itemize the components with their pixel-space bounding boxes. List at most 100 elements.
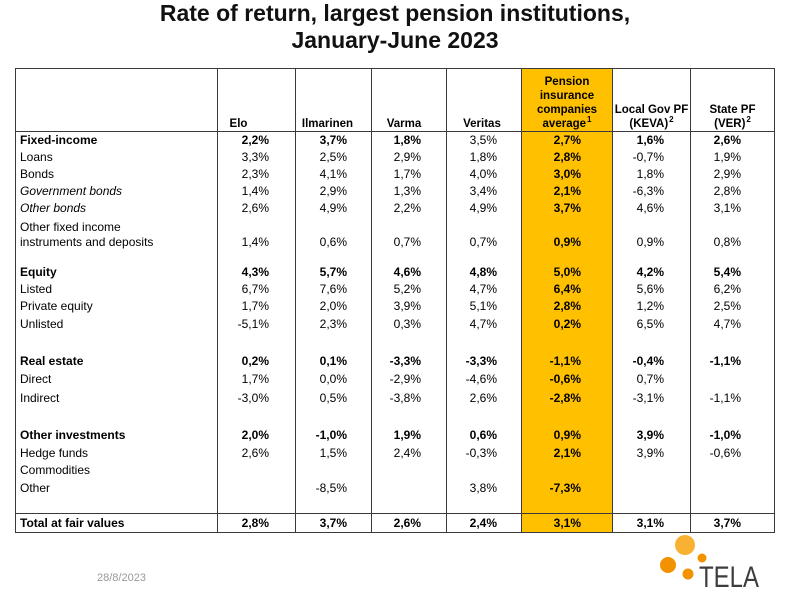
value-elo: 0,2% (217, 351, 296, 371)
footnote-marker: 2 (746, 115, 751, 124)
value-ilmarinen: 0,0% (295, 370, 372, 389)
value-local-gov-pf-keva (612, 408, 691, 427)
table-row-direct: Direct 1,7% 0,0% -2,9% -4,6% -0,6% 0,7% (15, 370, 775, 389)
value-varma (371, 479, 447, 498)
value-veritas (446, 497, 522, 514)
returns-table: Elo Ilmarinen Varma Veritas Pension insuranc… (15, 68, 775, 533)
column-header-ilmarinen: Ilmarinen (295, 68, 372, 132)
value-varma: -3,8% (371, 388, 447, 409)
value-ilmarinen: -1,0% (295, 426, 372, 445)
row-label: Government bonds (15, 182, 218, 200)
value-local-gov-pf-keva: 5,6% (612, 280, 691, 298)
value-state-pf-ver (690, 333, 775, 352)
value-elo (217, 408, 296, 427)
table-row-unlisted: Unlisted -5,1% 2,3% 0,3% 4,7% 0,2% 6,5% 4,7% (15, 315, 775, 334)
spacer-row (15, 250, 775, 264)
column-header-varma: Varma (371, 68, 447, 132)
value-pension-insurance-companies-average: 0,9% (521, 426, 613, 445)
column-header-local-gov-pf-keva: Local Gov PF (KEVA)2 (612, 68, 691, 132)
value-local-gov-pf-keva: -3,1% (612, 388, 691, 409)
value-pension-insurance-companies-average: 2,1% (521, 182, 613, 200)
row-label: Real estate (15, 351, 218, 371)
value-veritas: 4,7% (446, 280, 522, 298)
value-pension-insurance-companies-average (521, 250, 613, 264)
value-veritas: -4,6% (446, 370, 522, 389)
value-state-pf-ver: 2,6% (690, 131, 775, 149)
value-ilmarinen: -8,5% (295, 479, 372, 498)
value-elo: 2,6% (217, 444, 296, 462)
value-pension-insurance-companies-average: -1,1% (521, 351, 613, 371)
value-pension-insurance-companies-average: 2,8% (521, 148, 613, 166)
table-row-loans: Loans 3,3% 2,5% 2,9% 1,8% 2,8% -0,7% 1,9% (15, 148, 775, 166)
value-local-gov-pf-keva: 0,7% (612, 370, 691, 389)
value-ilmarinen: 2,5% (295, 148, 372, 166)
row-label: Other (15, 479, 218, 498)
value-veritas: 3,4% (446, 182, 522, 200)
value-veritas: 2,6% (446, 388, 522, 409)
table-row-equity: Equity 4,3% 5,7% 4,6% 4,8% 5,0% 4,2% 5,4% (15, 263, 775, 281)
value-elo: 2,8% (217, 513, 296, 533)
value-varma: 1,3% (371, 182, 447, 200)
value-pension-insurance-companies-average: -0,6% (521, 370, 613, 389)
spacer-row (15, 408, 775, 427)
spacer-row (15, 333, 775, 352)
footnote-marker: 2 (669, 115, 674, 124)
value-elo (217, 497, 296, 514)
row-label: Indirect (15, 388, 218, 409)
row-label: Private equity (15, 297, 218, 316)
column-header-veritas: Veritas (446, 68, 522, 132)
value-varma: -3,3% (371, 351, 447, 371)
row-label: Total at fair values (15, 513, 218, 533)
table-row-real-estate: Real estate 0,2% 0,1% -3,3% -3,3% -1,1% -0,4% -… (15, 351, 775, 371)
value-state-pf-ver (690, 250, 775, 264)
value-veritas: 1,8% (446, 148, 522, 166)
value-local-gov-pf-keva: 3,9% (612, 426, 691, 445)
logo-dot-bottom (682, 568, 694, 580)
value-ilmarinen: 0,1% (295, 351, 372, 371)
value-varma: 2,6% (371, 513, 447, 533)
value-elo: 1,4% (217, 182, 296, 200)
value-local-gov-pf-keva (612, 333, 691, 352)
value-ilmarinen (295, 497, 372, 514)
value-varma: 0,7% (371, 216, 447, 251)
value-elo: 1,7% (217, 297, 296, 316)
column-header-label: Varma (386, 118, 422, 130)
value-veritas: 0,6% (446, 426, 522, 445)
value-varma (371, 497, 447, 514)
value-ilmarinen (295, 250, 372, 264)
value-state-pf-ver: 2,5% (690, 297, 775, 316)
value-local-gov-pf-keva: 4,6% (612, 199, 691, 217)
value-varma: 2,9% (371, 148, 447, 166)
value-elo (217, 250, 296, 264)
footnote-marker: 1 (587, 115, 592, 124)
value-elo: 1,4% (217, 216, 296, 251)
value-varma: 2,4% (371, 444, 447, 462)
value-pension-insurance-companies-average (521, 497, 613, 514)
row-label: Hedge funds (15, 444, 218, 462)
value-ilmarinen (295, 461, 372, 480)
value-ilmarinen: 0,5% (295, 388, 372, 409)
row-label (15, 333, 218, 352)
header-row: Elo Ilmarinen Varma Veritas Pension insuranc… (15, 68, 775, 132)
value-elo: 4,3% (217, 263, 296, 281)
value-pension-insurance-companies-average: 6,4% (521, 280, 613, 298)
column-header-label: Local Gov PF (KEVA) (614, 104, 689, 130)
table-row-commodities: Commodities (15, 461, 775, 480)
value-veritas: 4,7% (446, 315, 522, 334)
value-ilmarinen: 2,0% (295, 297, 372, 316)
value-state-pf-ver: -1,1% (690, 351, 775, 371)
value-state-pf-ver (690, 408, 775, 427)
value-elo: 2,3% (217, 165, 296, 183)
column-header-label: Pension insurance companies average (536, 76, 598, 130)
table-row-other-investments: Other investments 2,0% -1,0% 1,9% 0,6% 0,9% 3,… (15, 426, 775, 445)
value-veritas: 5,1% (446, 297, 522, 316)
value-varma: 3,9% (371, 297, 447, 316)
column-header-label: Elo (229, 118, 248, 130)
table-row-other-fixed-income-instruments-and-deposits: Other fixed income instruments and depos… (15, 216, 775, 251)
value-state-pf-ver: 2,8% (690, 182, 775, 200)
value-veritas: 4,8% (446, 263, 522, 281)
value-local-gov-pf-keva: -6,3% (612, 182, 691, 200)
value-elo (217, 479, 296, 498)
value-elo: 3,3% (217, 148, 296, 166)
table-row-government-bonds: Government bonds 1,4% 2,9% 1,3% 3,4% 2,1% -6,3… (15, 182, 775, 200)
